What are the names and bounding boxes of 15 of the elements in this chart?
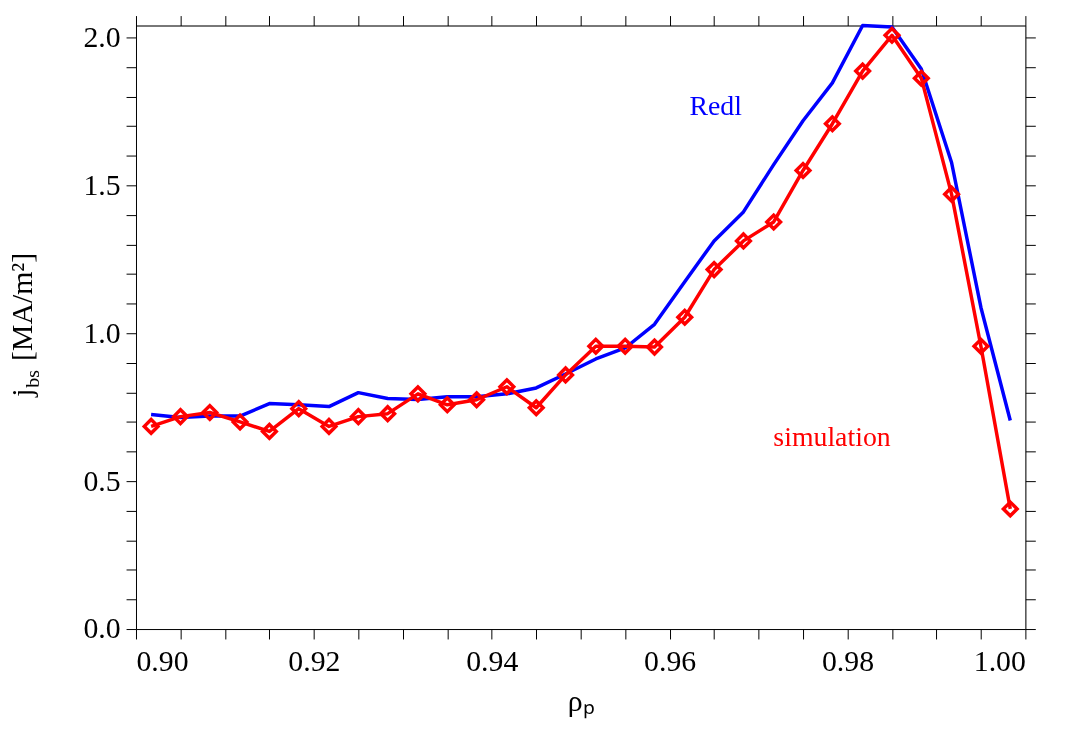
- x-tick-label: 0.94: [466, 644, 519, 678]
- text: simulation: [773, 421, 891, 453]
- y-tick-label: 1.5: [83, 167, 121, 201]
- x-tick-label: 1.00: [973, 644, 1026, 678]
- y-tick-label: 0.5: [83, 463, 121, 497]
- x-tick-label: 0.98: [821, 644, 875, 678]
- y-tick-label: 2.0: [83, 19, 121, 53]
- x-axis-title: ρₚ: [567, 683, 595, 719]
- y-tick-label: 1.0: [83, 315, 121, 349]
- y-tick-label: 0.0: [83, 611, 121, 645]
- series-label: Redl: [689, 89, 743, 121]
- y-axis-title: jbs [MA/m²]: [4, 252, 43, 398]
- x-tick-label: 0.96: [644, 644, 697, 678]
- x-tick-label: 0.90: [136, 644, 189, 678]
- x-tick-label: 0.92: [288, 644, 341, 678]
